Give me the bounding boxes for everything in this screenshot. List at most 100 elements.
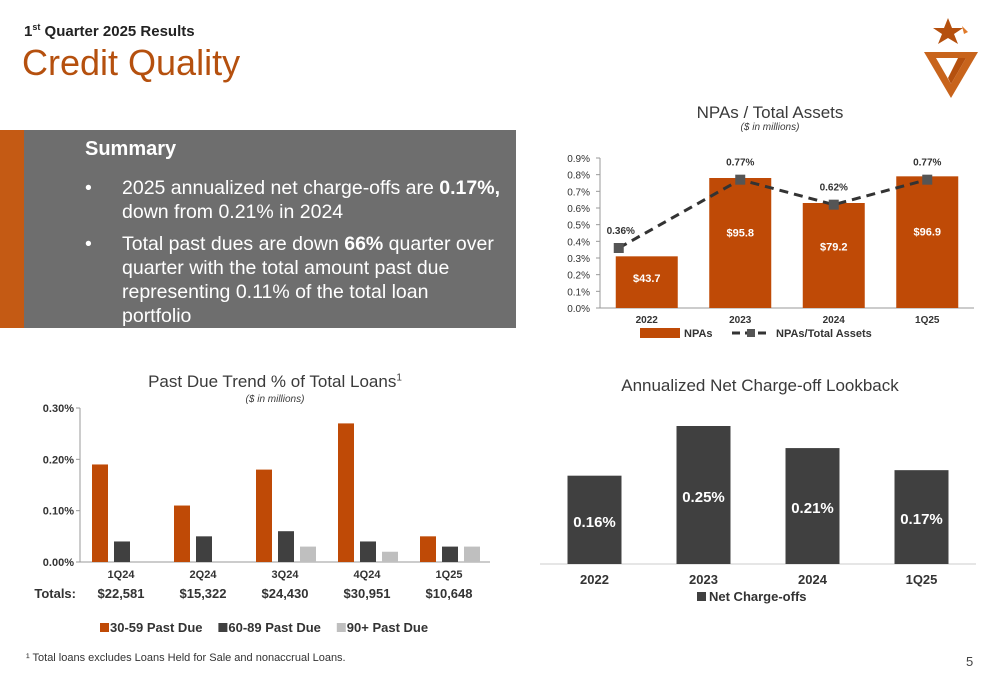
y-tick-label: 0.10% [43, 506, 74, 518]
npa-bar [802, 203, 865, 308]
x-tick-label: 1Q25 [906, 572, 938, 587]
page-number: 5 [966, 654, 974, 669]
npa-bar-label: $43.7 [633, 273, 661, 285]
bullet-text: 2025 annualized net charge-offs are 0.17… [122, 177, 501, 223]
npa-ratio-marker [735, 174, 746, 185]
x-tick-label: 2024 [823, 315, 846, 326]
legend-swatch [697, 592, 706, 601]
bullet-dot: • [85, 177, 92, 199]
pastdue-total: $22,581 [98, 586, 145, 601]
pastdue-totals-label: Totals: [34, 586, 76, 601]
legend-swatch-npas [640, 328, 680, 338]
nco-bar-label: 0.25% [682, 489, 725, 506]
x-tick-label: 2023 [689, 572, 718, 587]
x-tick-label: 4Q24 [354, 569, 382, 581]
legend-label: 30-59 Past Due [110, 620, 203, 635]
pastdue-total: $30,951 [344, 586, 391, 601]
x-tick-label: 2024 [798, 572, 828, 587]
y-tick-label: 0.0% [567, 304, 590, 315]
npa-ratio-label: 0.36% [607, 226, 635, 237]
nco-chart: 0.16% 2022 0.25% 2023 0.21% 2024 0.17% 1Q25 Net … [540, 426, 976, 604]
pastdue-total: $15,322 [180, 586, 227, 601]
y-tick-label: 0.00% [43, 557, 74, 569]
pastdue-bar [338, 423, 354, 562]
x-tick-label: 1Q25 [436, 569, 463, 581]
npa-bar-label: $96.9 [913, 227, 941, 239]
nco-bar [894, 470, 949, 564]
npa-ratio-label: 0.62% [820, 183, 848, 194]
npa-ratio-label: 0.77% [726, 158, 754, 169]
pastdue-chart-subtitle: ($ in millions) [245, 394, 305, 405]
y-tick-label: 0.3% [567, 254, 590, 265]
bullet-text: Total past dues are down 66% quarter ove… [122, 233, 494, 327]
x-tick-label: 1Q25 [915, 315, 940, 326]
npa-ratio-marker [613, 243, 624, 253]
x-tick-label: 2023 [729, 315, 752, 326]
pastdue-bar [360, 541, 376, 562]
nco-bar-label: 0.17% [900, 511, 943, 528]
nco-bar [785, 448, 840, 564]
legend-swatch [336, 623, 346, 632]
x-tick-label: 3Q24 [272, 569, 300, 581]
legend-swatch [218, 623, 228, 632]
nco-bar [567, 475, 622, 564]
legend-swatch [100, 623, 109, 632]
nco-chart-title: Annualized Net Charge-off Lookback [621, 376, 899, 395]
pastdue-bar [420, 536, 436, 562]
x-tick-label: 2022 [636, 315, 659, 326]
y-tick-label: 0.2% [567, 271, 590, 282]
y-tick-label: 0.9% [567, 154, 590, 165]
summary-heading: Summary [85, 138, 177, 160]
pastdue-bar [256, 469, 272, 562]
npa-bar-label: $95.8 [726, 228, 754, 240]
pastdue-bar [114, 541, 130, 562]
x-tick-label: 2Q24 [190, 569, 218, 581]
slide-subtitle: 1st Quarter 2025 Results [24, 22, 195, 40]
y-tick-label: 0.7% [567, 187, 590, 198]
pastdue-bar [300, 546, 316, 562]
legend-label: 60-89 Past Due [228, 620, 321, 635]
slide-title: Credit Quality [22, 42, 241, 83]
nco-bar-label: 0.21% [791, 500, 834, 517]
pastdue-bar [278, 531, 294, 562]
pastdue-bar [174, 505, 190, 562]
pastdue-bar [196, 536, 212, 562]
pastdue-bar [92, 464, 108, 562]
x-tick-label: 2022 [580, 572, 609, 587]
brand-logo-icon [924, 18, 978, 98]
npa-ratio-line [618, 178, 928, 250]
npa-ratio-marker [828, 199, 839, 210]
npa-bar [709, 178, 772, 308]
npa-bar [615, 256, 678, 308]
pastdue-bar [382, 551, 398, 562]
legend-label: NPAs/Total Assets [776, 328, 872, 340]
pastdue-total: $10,648 [426, 586, 473, 601]
bullet-dot: • [85, 233, 92, 255]
y-tick-label: 0.30% [43, 403, 74, 415]
legend-label: 90+ Past Due [347, 620, 428, 635]
y-tick-label: 0.20% [43, 454, 74, 466]
pastdue-bar [442, 546, 458, 562]
npa-bar [896, 176, 959, 308]
x-tick-label: 1Q24 [108, 569, 136, 581]
legend-marker-ratio [747, 329, 755, 337]
npa-chart: 0.0% 0.1% 0.2% 0.3% 0.4% 0.5% 0.6% 0.7% 0.8% 0.9%… [567, 154, 974, 340]
legend-label: Net Charge-offs [709, 589, 807, 604]
summary-panel: Summary • 2025 annualized net charge-off… [0, 130, 516, 328]
y-tick-label: 0.5% [567, 221, 590, 232]
y-tick-label: 0.6% [567, 204, 590, 215]
npa-ratio-marker [922, 174, 933, 185]
npa-chart-subtitle: ($ in millions) [740, 122, 800, 133]
npa-bar-label: $79.2 [820, 241, 848, 253]
footnote: ¹ Total loans excludes Loans Held for Sa… [26, 652, 346, 664]
pastdue-chart-title: Past Due Trend % of Total Loans1 [148, 372, 402, 391]
nco-bar [676, 426, 731, 564]
pastdue-chart: 0.00% 0.10% 0.20% 0.30% 1Q24 $22,581 2Q24 $15,3… [34, 403, 490, 635]
y-tick-label: 0.1% [567, 287, 590, 298]
summary-accent-bar [0, 130, 24, 328]
pastdue-bar [464, 546, 480, 562]
y-tick-label: 0.4% [567, 237, 590, 248]
y-tick-label: 0.8% [567, 171, 590, 182]
nco-bar-label: 0.16% [573, 514, 616, 531]
npa-ratio-label: 0.77% [913, 158, 941, 169]
